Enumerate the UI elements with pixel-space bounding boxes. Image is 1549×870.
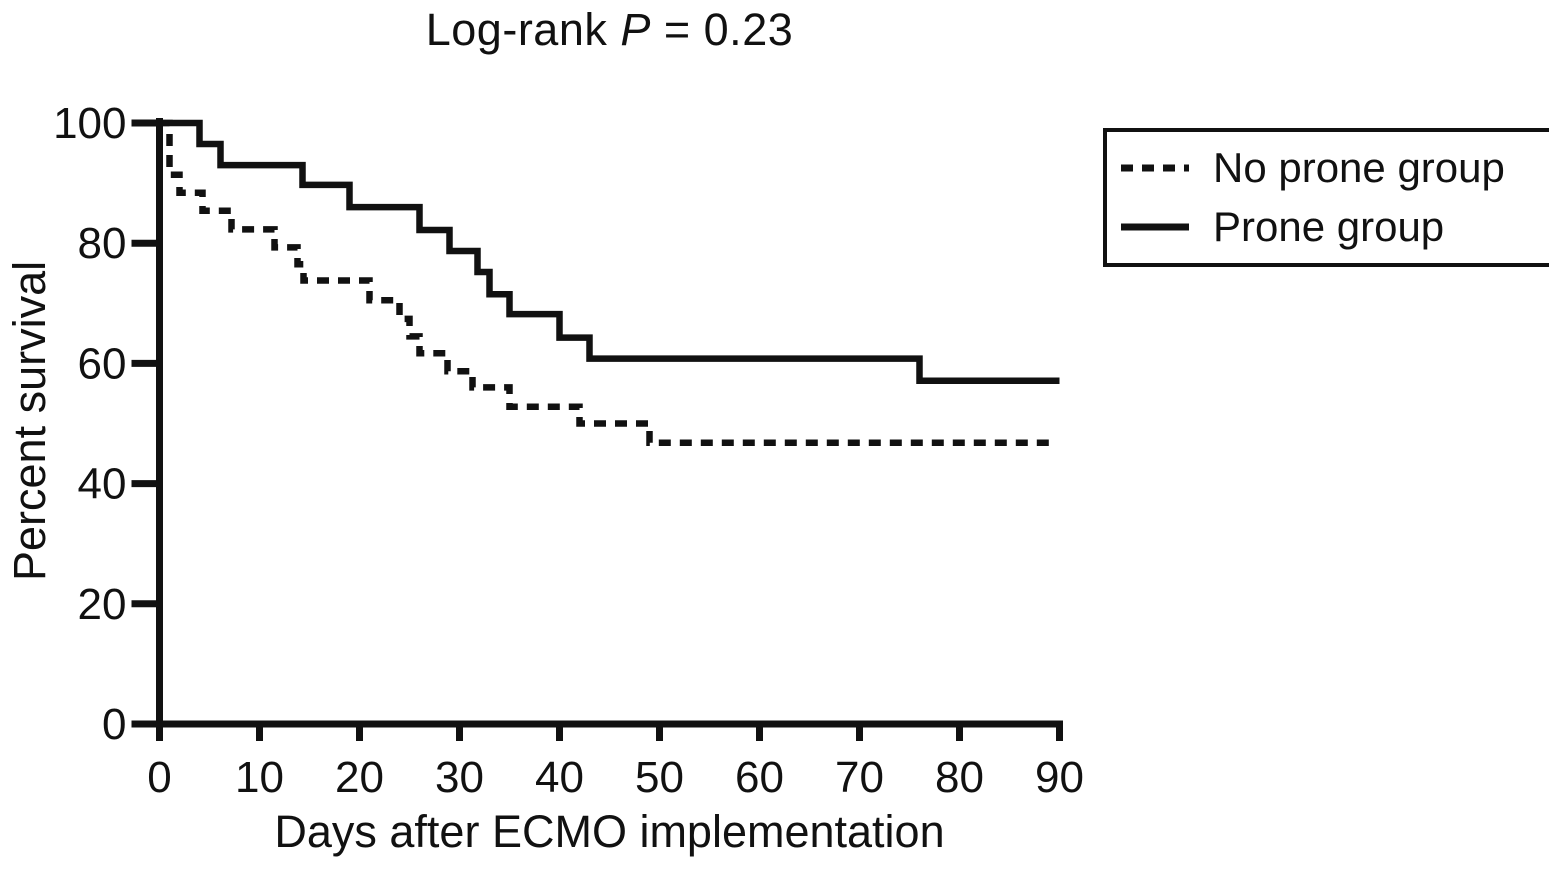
x-tick-label: 90 — [1035, 753, 1084, 802]
survival-curve-no-prone-group — [159, 119, 1055, 446]
y-tick-label: 80 — [78, 219, 127, 268]
y-axis-label: Percent survival — [4, 260, 55, 582]
chart-title-pvalue-symbol: P — [620, 4, 651, 55]
legend-label-no-prone: No prone group — [1213, 143, 1505, 191]
chart-title: Log-rank P = 0.23 — [159, 4, 1060, 56]
y-tick-label: 20 — [78, 580, 127, 629]
y-tick-label: 0 — [102, 700, 126, 749]
legend: No prone group Prone group — [1103, 128, 1549, 267]
dashed-line-sample-icon — [1121, 164, 1189, 172]
x-tick-label: 30 — [435, 753, 484, 802]
x-tick-label: 40 — [535, 753, 584, 802]
chart-title-suffix: = 0.23 — [650, 4, 794, 55]
y-tick-label: 60 — [78, 339, 127, 388]
x-tick-label: 60 — [735, 753, 784, 802]
x-tick-label: 0 — [147, 753, 171, 802]
x-tick-label: 70 — [835, 753, 884, 802]
x-tick-label: 10 — [235, 753, 284, 802]
x-axis-label: Days after ECMO implementation — [274, 806, 945, 857]
y-tick-label: 100 — [53, 99, 126, 148]
legend-label-prone: Prone group — [1213, 203, 1445, 251]
solid-line-sample-icon — [1121, 223, 1189, 231]
x-tick-label: 20 — [335, 753, 384, 802]
chart-title-prefix: Log-rank — [425, 4, 621, 55]
x-tick-label: 80 — [935, 753, 984, 802]
legend-item-prone: Prone group — [1121, 203, 1549, 251]
survival-curve-prone-group — [159, 119, 1060, 385]
x-tick-label: 50 — [635, 753, 684, 802]
legend-item-no-prone: No prone group — [1121, 144, 1549, 192]
y-tick-label: 40 — [78, 460, 127, 509]
